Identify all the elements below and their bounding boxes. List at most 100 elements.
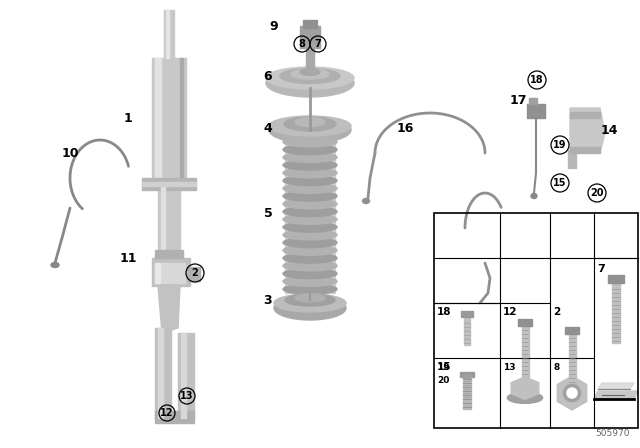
Ellipse shape [284,117,336,131]
Text: 15: 15 [437,362,451,372]
Text: 12: 12 [503,307,518,317]
Ellipse shape [266,67,354,89]
Polygon shape [594,391,638,399]
Ellipse shape [283,176,337,185]
Circle shape [567,388,577,398]
Text: 10: 10 [61,146,79,159]
Ellipse shape [283,246,337,255]
Ellipse shape [280,69,340,83]
Text: 13: 13 [180,391,194,401]
Text: 13: 13 [503,363,515,372]
Bar [303,20,317,28]
Text: 19: 19 [553,140,567,150]
Ellipse shape [283,276,337,286]
Bar [155,263,185,283]
Ellipse shape [283,207,337,217]
Ellipse shape [283,168,337,178]
Text: 20: 20 [590,188,604,198]
Bar [152,58,186,183]
Ellipse shape [283,191,337,201]
Bar [434,213,638,428]
Bar [155,263,160,283]
Bar [565,327,579,334]
Ellipse shape [269,117,351,143]
Ellipse shape [283,160,337,170]
Bar [522,326,529,396]
Bar [155,58,161,183]
Bar [527,104,545,118]
Ellipse shape [283,145,337,155]
Text: 8: 8 [299,39,305,49]
Bar [460,372,474,377]
Ellipse shape [463,375,471,379]
Text: 6: 6 [264,69,272,82]
Bar [464,377,470,399]
Text: 5: 5 [264,207,273,220]
Ellipse shape [283,284,337,294]
Bar [461,311,473,317]
Text: 1: 1 [124,112,132,125]
Text: 18: 18 [437,307,451,317]
Bar [518,319,532,326]
Bar [181,333,186,418]
Text: 12: 12 [160,408,173,418]
Bar [142,182,196,186]
Text: 2: 2 [191,268,198,278]
Bar [285,138,335,293]
Text: 7: 7 [315,39,321,49]
Ellipse shape [283,199,337,209]
Text: 505970: 505970 [595,429,630,438]
Bar [306,44,314,72]
Polygon shape [570,108,605,153]
Bar [569,333,576,388]
Bar [142,178,196,190]
Ellipse shape [283,230,337,240]
Polygon shape [511,377,539,400]
Bar [568,150,576,168]
Ellipse shape [508,392,543,403]
Text: 2: 2 [553,307,560,317]
Bar [180,58,183,183]
Text: 16: 16 [396,121,413,134]
Ellipse shape [362,198,369,203]
Bar [178,333,194,418]
Circle shape [563,384,580,401]
Ellipse shape [283,269,337,279]
Ellipse shape [283,253,337,263]
Bar [155,250,183,258]
Polygon shape [598,383,634,389]
Bar [529,98,537,104]
Bar [155,328,171,418]
Bar [612,283,620,343]
Ellipse shape [295,294,325,302]
Bar [166,10,169,58]
Text: 17: 17 [509,94,527,107]
Ellipse shape [283,237,337,248]
Text: 9: 9 [269,20,278,33]
Ellipse shape [269,116,351,136]
Ellipse shape [295,117,325,126]
Ellipse shape [283,215,337,224]
Ellipse shape [283,137,337,147]
Text: 14: 14 [600,124,618,137]
Ellipse shape [291,69,329,79]
Bar [464,317,470,345]
Text: 20: 20 [437,376,449,385]
Bar [570,112,600,118]
Polygon shape [557,376,587,410]
Ellipse shape [51,263,59,267]
Bar [570,147,600,153]
Bar [155,411,194,423]
Bar [158,328,163,418]
Polygon shape [158,286,180,333]
Text: 7: 7 [597,264,605,274]
Ellipse shape [283,261,337,271]
Ellipse shape [285,294,335,306]
Text: 3: 3 [264,293,272,306]
Ellipse shape [531,194,537,198]
Ellipse shape [300,69,320,76]
Text: 8: 8 [553,363,559,372]
Text: 11: 11 [119,251,137,264]
Bar [463,377,471,409]
Bar [164,10,174,58]
